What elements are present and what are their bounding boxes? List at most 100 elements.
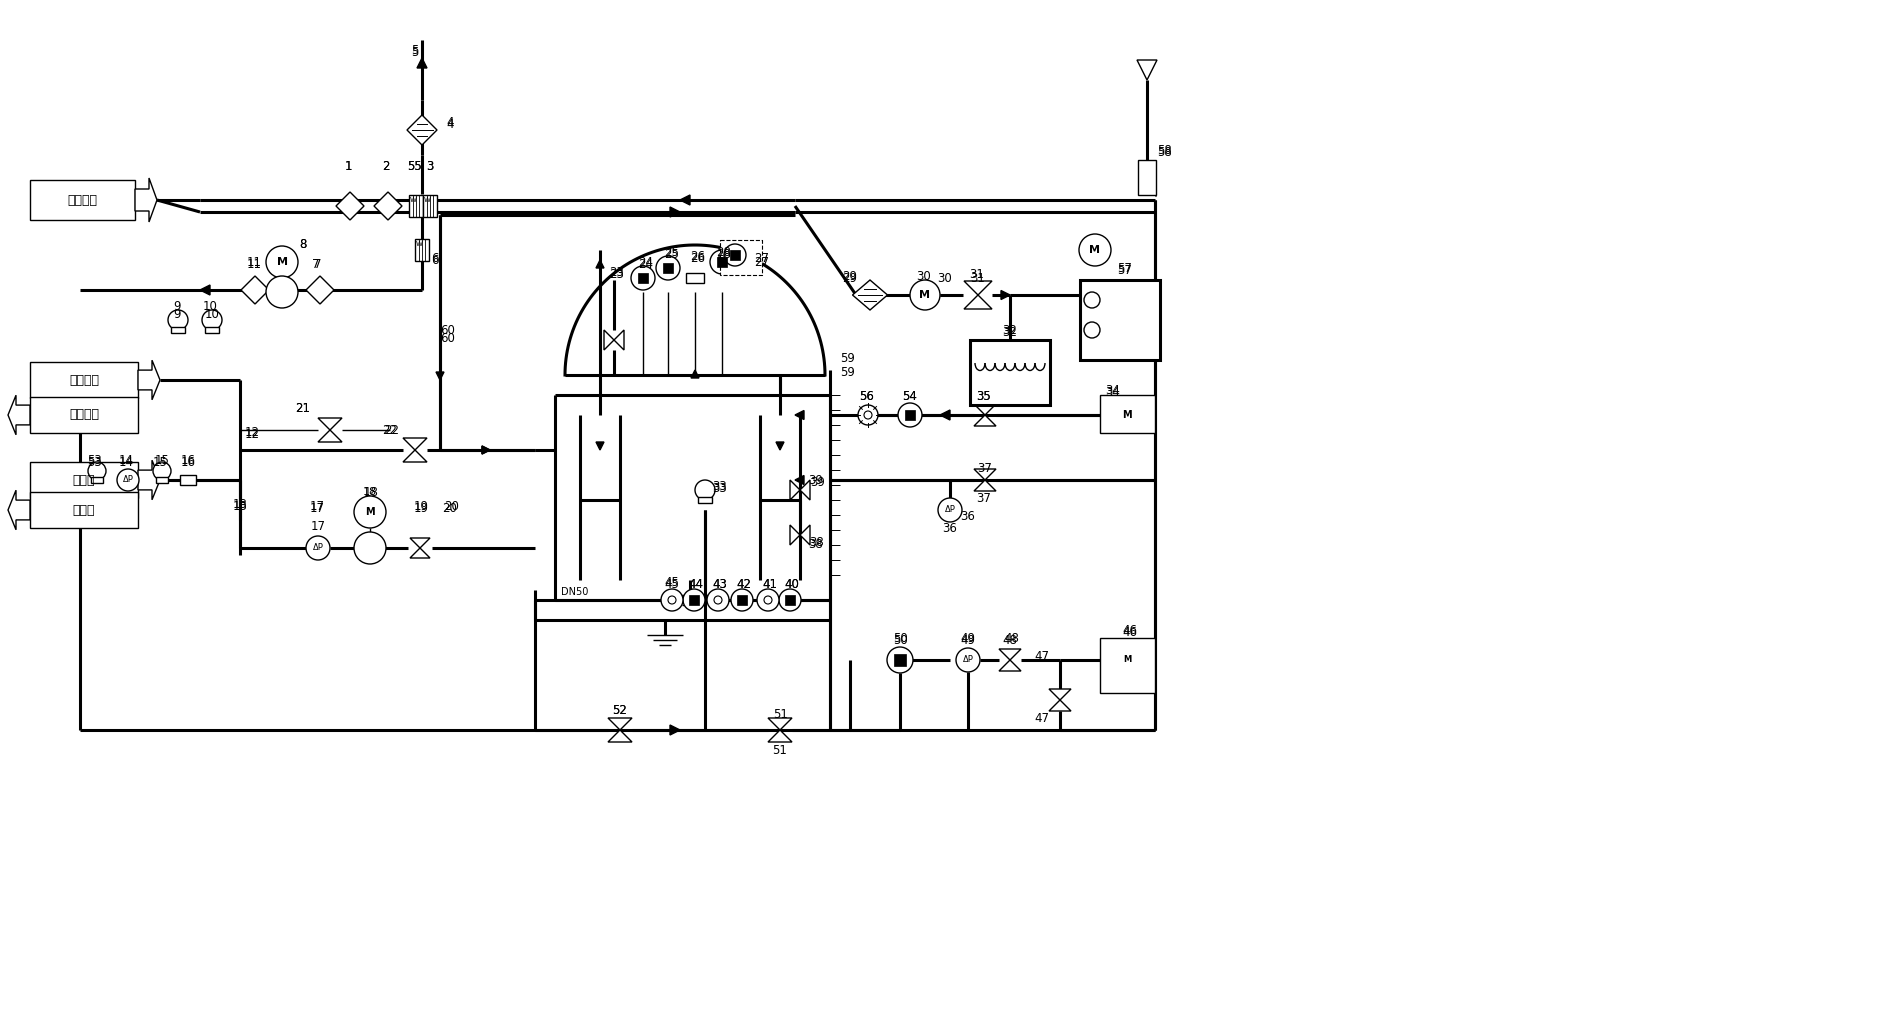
Bar [686, 272, 703, 284]
Circle shape [1084, 322, 1101, 338]
Polygon shape [998, 660, 1021, 671]
Bar [91, 477, 104, 482]
Polygon shape [964, 295, 993, 309]
Text: 29: 29 [843, 269, 857, 283]
Text: W: W [424, 197, 431, 203]
Text: 49: 49 [961, 633, 976, 647]
Polygon shape [374, 193, 403, 220]
Polygon shape [138, 360, 161, 400]
Text: ΔP: ΔP [946, 505, 955, 514]
Text: 5: 5 [412, 43, 418, 57]
Text: 58: 58 [1157, 145, 1172, 157]
Text: 15: 15 [155, 453, 170, 467]
Bar [688, 595, 700, 605]
Text: M: M [1121, 410, 1133, 420]
Text: 35: 35 [976, 390, 991, 404]
Text: 14: 14 [119, 453, 134, 467]
Polygon shape [800, 480, 809, 500]
Text: 31: 31 [970, 271, 985, 285]
Text: 51: 51 [773, 743, 787, 757]
Polygon shape [768, 730, 792, 742]
Text: 46: 46 [1123, 623, 1138, 637]
Polygon shape [337, 193, 363, 220]
Text: 17: 17 [310, 520, 325, 532]
Text: 冷水出: 冷水出 [72, 503, 95, 516]
Text: 26: 26 [690, 249, 705, 263]
Polygon shape [596, 442, 603, 450]
Polygon shape [200, 285, 210, 295]
Text: 4: 4 [446, 117, 454, 129]
Text: 11: 11 [246, 259, 261, 271]
Circle shape [683, 589, 705, 611]
Polygon shape [318, 418, 342, 430]
Text: 3: 3 [425, 160, 433, 174]
Bar [30, 362, 138, 398]
Text: ΔP: ΔP [123, 475, 134, 484]
Polygon shape [134, 178, 157, 221]
Polygon shape [940, 410, 949, 420]
Circle shape [756, 589, 779, 611]
Polygon shape [609, 718, 632, 730]
Polygon shape [306, 276, 335, 304]
Polygon shape [974, 415, 997, 426]
Polygon shape [1000, 291, 1010, 299]
Polygon shape [790, 525, 800, 545]
Polygon shape [403, 438, 427, 450]
Polygon shape [410, 548, 429, 558]
Polygon shape [437, 372, 444, 380]
Circle shape [632, 266, 654, 290]
Circle shape [668, 596, 675, 604]
Text: 水蒸汽出: 水蒸汽出 [68, 409, 98, 421]
Text: 52: 52 [613, 704, 628, 716]
Text: 45: 45 [664, 576, 679, 590]
Text: 34: 34 [1106, 386, 1121, 400]
Text: 冷水进: 冷水进 [72, 473, 95, 486]
Circle shape [910, 280, 940, 310]
Polygon shape [318, 430, 342, 442]
Bar [662, 263, 673, 273]
Text: 2: 2 [382, 160, 390, 174]
Text: 8: 8 [299, 237, 306, 250]
Circle shape [887, 647, 913, 673]
Bar [408, 195, 424, 217]
Polygon shape [669, 724, 681, 735]
Polygon shape [482, 446, 490, 454]
Polygon shape [790, 480, 800, 500]
Text: 48: 48 [1004, 631, 1019, 645]
Polygon shape [418, 58, 427, 68]
Text: ΔP: ΔP [312, 543, 323, 553]
Text: 6: 6 [431, 254, 439, 266]
Text: 9: 9 [174, 299, 182, 313]
Polygon shape [403, 450, 427, 462]
Text: 17: 17 [310, 502, 325, 514]
Circle shape [864, 411, 872, 419]
Text: 22: 22 [382, 423, 397, 437]
Circle shape [1080, 234, 1112, 266]
Text: M: M [1089, 245, 1101, 255]
Polygon shape [775, 442, 785, 450]
Text: 12: 12 [244, 428, 259, 442]
Text: 厂房气源: 厂房气源 [68, 194, 98, 207]
Polygon shape [964, 280, 993, 295]
Text: 28: 28 [717, 248, 732, 262]
Text: 33: 33 [713, 480, 728, 494]
Text: 13: 13 [233, 499, 248, 511]
Text: 21: 21 [295, 402, 310, 414]
Circle shape [656, 256, 681, 280]
Circle shape [938, 498, 963, 522]
Bar [717, 257, 728, 267]
Circle shape [89, 462, 106, 480]
Text: 15: 15 [153, 455, 168, 469]
Text: 56: 56 [860, 390, 874, 404]
Text: 56: 56 [860, 389, 874, 403]
Circle shape [715, 596, 722, 604]
Bar [1138, 160, 1155, 195]
Text: 49: 49 [961, 631, 976, 645]
Text: 38: 38 [809, 536, 824, 550]
Polygon shape [974, 404, 997, 415]
Text: 27: 27 [755, 252, 770, 265]
Text: 37: 37 [978, 462, 993, 474]
Text: 27: 27 [755, 256, 770, 268]
Text: 37: 37 [976, 492, 991, 504]
Text: 38: 38 [809, 538, 823, 552]
